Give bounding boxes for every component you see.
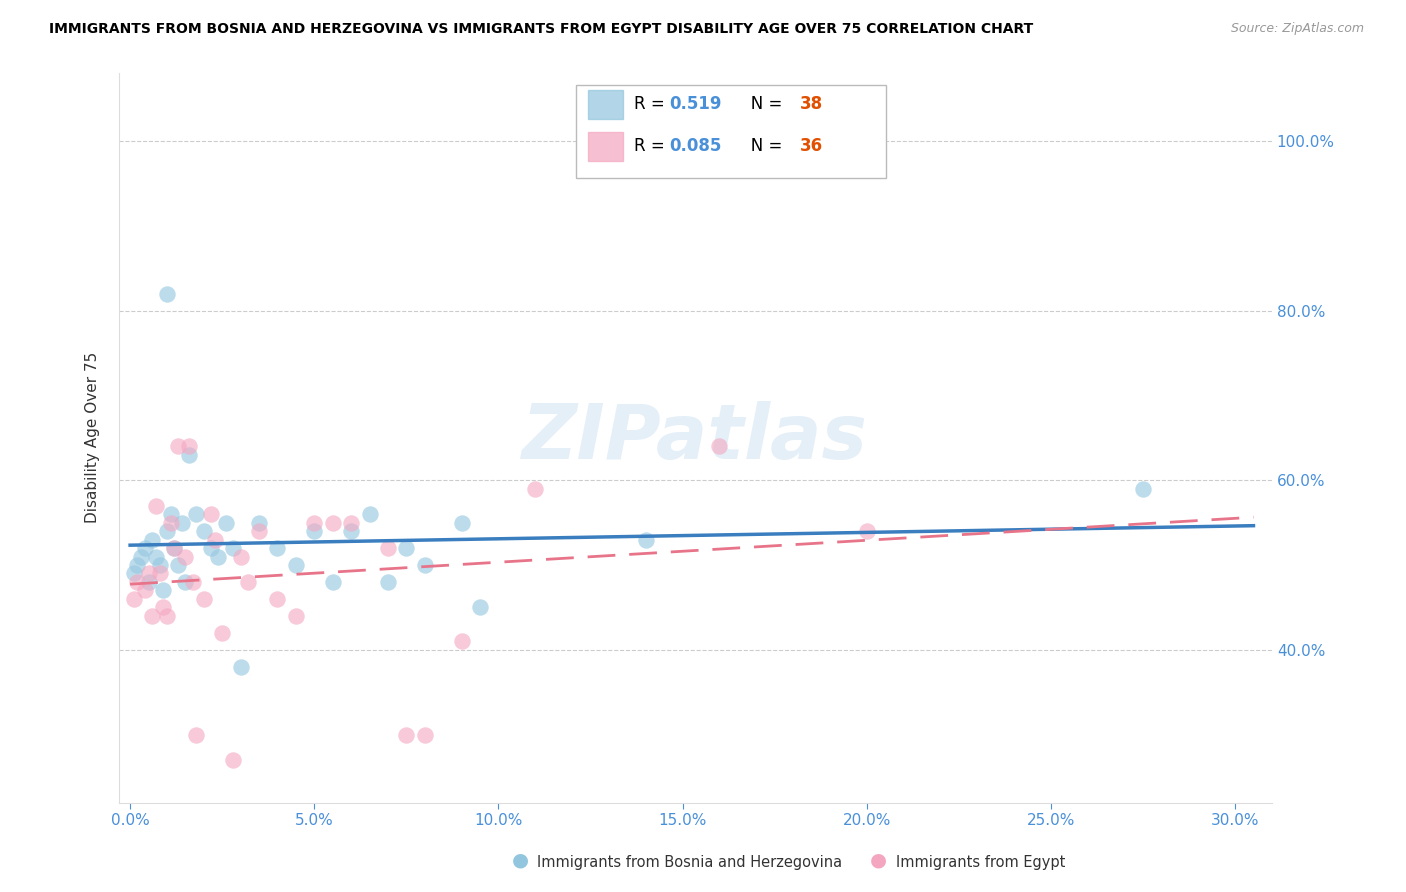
Point [359,507,381,521]
Point [138,566,160,581]
Text: 0.085: 0.085 [669,137,721,155]
Text: N =: N = [735,95,787,113]
Point [145,499,167,513]
Text: N =: N = [735,137,787,155]
Point [266,541,288,555]
Point [156,608,179,623]
Text: Immigrants from Egypt: Immigrants from Egypt [896,855,1064,870]
Point [156,286,179,301]
Point [141,533,163,547]
Point [148,558,170,572]
Point [340,524,363,538]
Point [1132,482,1154,496]
Text: 0.519: 0.519 [669,95,721,113]
Point [413,728,436,742]
Point [159,507,181,521]
Point [145,549,167,564]
Point [174,574,197,589]
Point [177,439,200,453]
Point [167,439,190,453]
Point [129,549,152,564]
Point [204,533,226,547]
Point [266,591,288,606]
Point [122,591,145,606]
Point [222,541,245,555]
Point [377,541,399,555]
Text: ●: ● [870,851,887,870]
Point [152,600,174,615]
Point [340,516,363,530]
Text: IMMIGRANTS FROM BOSNIA AND HERZEGOVINA VS IMMIGRANTS FROM EGYPT DISABILITY AGE O: IMMIGRANTS FROM BOSNIA AND HERZEGOVINA V… [49,22,1033,37]
Point [855,524,877,538]
Point [141,608,163,623]
Point [395,541,418,555]
Text: Source: ZipAtlas.com: Source: ZipAtlas.com [1230,22,1364,36]
Point [634,533,657,547]
Point [413,558,436,572]
Y-axis label: Disability Age Over 75: Disability Age Over 75 [86,352,100,524]
Point [127,574,149,589]
Point [709,439,731,453]
Point [215,516,238,530]
Point [134,541,156,555]
Point [127,558,149,572]
Text: ●: ● [512,851,529,870]
Point [229,660,252,674]
Point [211,625,233,640]
Point [186,728,208,742]
Point [524,482,547,496]
Point [170,516,193,530]
Point [167,558,190,572]
Point [304,516,326,530]
Point [247,516,270,530]
Point [152,583,174,598]
Point [395,728,418,742]
Point [193,591,215,606]
Point [247,524,270,538]
Point [174,549,197,564]
Text: Immigrants from Bosnia and Herzegovina: Immigrants from Bosnia and Herzegovina [537,855,842,870]
Point [207,549,229,564]
Point [138,574,160,589]
Point [322,516,344,530]
Point [450,516,472,530]
Point [229,549,252,564]
Point [163,541,186,555]
Point [200,507,222,521]
Text: R =: R = [634,95,671,113]
Point [122,566,145,581]
Point [222,753,245,767]
Point [377,574,399,589]
Point [156,524,179,538]
Point [134,583,156,598]
Point [236,574,259,589]
Point [163,541,186,555]
Point [186,507,208,521]
Text: 38: 38 [800,95,823,113]
Point [284,558,307,572]
Point [468,600,491,615]
Point [148,566,170,581]
Point [322,574,344,589]
Text: R =: R = [634,137,671,155]
Text: 36: 36 [800,137,823,155]
Point [200,541,222,555]
Point [181,574,204,589]
Point [159,516,181,530]
Point [177,448,200,462]
Point [304,524,326,538]
Point [193,524,215,538]
Point [450,634,472,648]
Point [284,608,307,623]
Text: ZIPatlas: ZIPatlas [523,401,869,475]
